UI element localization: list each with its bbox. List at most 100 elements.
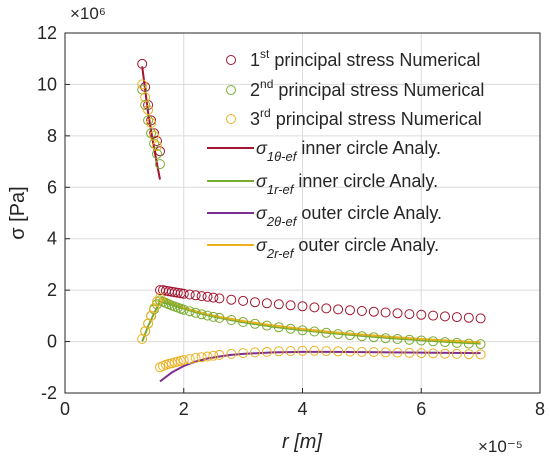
data-point <box>202 310 213 321</box>
data-point <box>309 302 320 313</box>
data-point <box>238 317 249 327</box>
data-point <box>178 304 189 315</box>
data-point <box>146 115 157 126</box>
data-point <box>190 290 201 301</box>
y-tick-label: 4 <box>47 229 57 249</box>
data-point <box>208 311 219 322</box>
legend-label-superscript: rd <box>260 106 271 120</box>
data-point <box>190 353 201 363</box>
data-point <box>238 348 249 359</box>
legend-label-text: outer circle Analy. <box>293 235 439 255</box>
data-point <box>261 346 272 357</box>
data-point <box>149 130 160 141</box>
legend-label: 1st principal stress Numerical <box>250 47 480 70</box>
legend-label-text: principal stress Numerical <box>269 50 480 70</box>
data-point <box>152 296 162 307</box>
legend-item-0: 1st principal stress Numerical <box>226 47 480 70</box>
data-point <box>392 334 403 344</box>
legend-item-2: 3rd principal stress Numerical <box>226 106 482 129</box>
legend-label-number: 1 <box>250 50 260 70</box>
legend-label-text: inner circle Analy. <box>296 138 441 158</box>
x-axis-exponent: ×10⁻⁵ <box>478 437 523 456</box>
data-point <box>416 335 427 346</box>
data-point <box>475 313 486 324</box>
data-point <box>463 312 474 323</box>
x-tick-label: 0 <box>60 399 70 419</box>
data-point <box>196 309 207 320</box>
legend-label: σ1θ-ef inner circle Analy. <box>256 138 441 164</box>
data-point <box>184 289 195 300</box>
data-point <box>140 82 151 92</box>
data-point <box>404 334 415 345</box>
data-point <box>137 58 148 69</box>
x-tick-label: 8 <box>535 399 545 419</box>
legend-marker <box>226 114 236 124</box>
data-point <box>285 323 296 334</box>
data-point <box>261 298 272 309</box>
data-point <box>261 320 272 331</box>
data-point <box>321 327 332 338</box>
y-tick-label: 10 <box>37 74 57 94</box>
legend-label-subscript: 1r-ef <box>267 182 295 197</box>
data-point <box>475 339 486 350</box>
data-point <box>380 333 391 344</box>
data-point <box>152 136 162 146</box>
y-tick-label: 6 <box>47 177 57 197</box>
legend-label: σ2θ-ef outer circle Analy. <box>256 203 442 229</box>
data-point <box>273 346 284 357</box>
legend-label-superscript: st <box>260 47 270 61</box>
data-point <box>416 309 427 320</box>
data-point <box>214 293 225 304</box>
data-point <box>356 306 367 316</box>
legend-label-subscript: 2θ-ef <box>266 214 298 229</box>
data-point <box>345 305 355 316</box>
data-point <box>226 315 237 325</box>
data-point <box>368 347 379 358</box>
series-markers-1 <box>137 84 486 350</box>
data-point <box>250 318 260 329</box>
data-point <box>202 351 213 362</box>
data-point <box>333 304 344 315</box>
data-point <box>202 291 213 302</box>
data-point <box>297 325 308 336</box>
legend-item-1: 2nd principal stress Numerical <box>226 77 484 100</box>
legend-label: σ2r-ef outer circle Analy. <box>256 235 439 261</box>
data-point <box>250 297 260 308</box>
data-point <box>196 352 207 363</box>
data-point <box>309 326 320 337</box>
legend: 1st principal stress Numerical 2nd princi… <box>207 47 484 261</box>
data-point <box>285 300 296 311</box>
data-point <box>297 345 308 356</box>
data-point <box>333 346 344 357</box>
data-point <box>149 303 160 314</box>
legend-label-symbol: σ <box>256 235 268 255</box>
legend-label-text: inner circle Analy. <box>293 171 438 191</box>
y-axis-label: σ [Pa] <box>7 186 29 239</box>
series-line-6 <box>159 296 481 344</box>
data-point <box>297 301 308 312</box>
data-point <box>440 311 450 322</box>
x-tick-label: 2 <box>179 399 189 419</box>
legend-label: 2nd principal stress Numerical <box>250 77 484 100</box>
legend-label-symbol: σ <box>256 171 268 191</box>
data-point <box>184 306 195 317</box>
data-point <box>214 349 225 360</box>
data-point <box>146 128 157 139</box>
data-point <box>392 308 403 319</box>
data-point <box>178 288 189 299</box>
data-point <box>428 348 439 359</box>
data-point <box>463 349 474 360</box>
series-line-3 <box>141 66 161 180</box>
data-point <box>273 322 284 333</box>
data-point <box>368 332 379 343</box>
legend-marker <box>226 55 236 65</box>
y-tick-label: 12 <box>37 23 57 43</box>
data-point <box>321 303 332 314</box>
data-point <box>440 348 450 359</box>
data-point <box>345 346 355 357</box>
data-point <box>475 349 486 360</box>
x-tick-label: 4 <box>297 399 307 419</box>
data-point <box>196 291 207 302</box>
